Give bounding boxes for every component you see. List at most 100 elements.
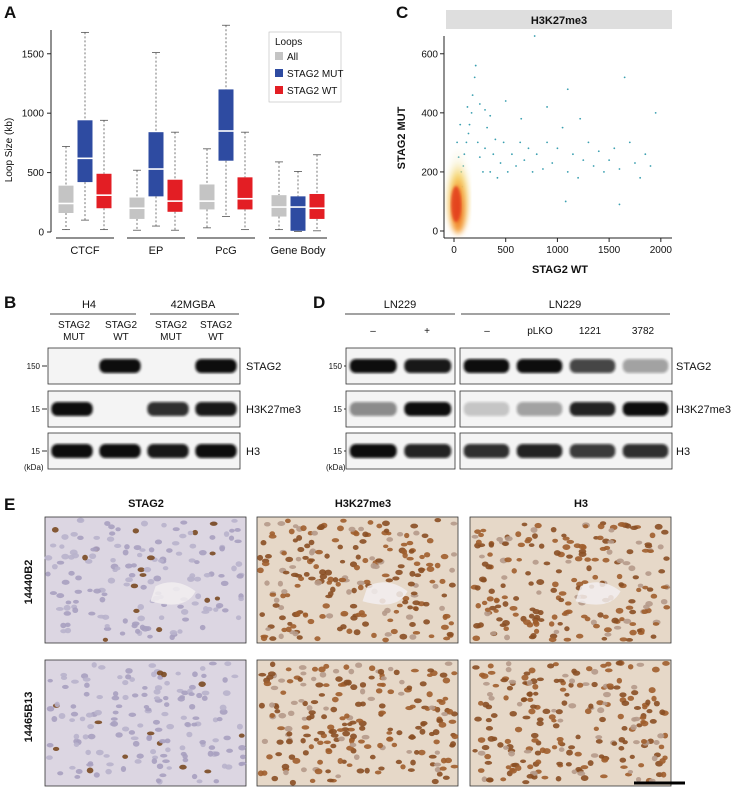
ihc-nucleus: [195, 593, 202, 600]
ihc-nucleus: [481, 600, 488, 606]
ihc-nucleus: [162, 566, 169, 571]
ihc-nucleus: [536, 720, 544, 727]
ihc-nucleus: [47, 678, 53, 683]
ihc-nucleus: [363, 744, 372, 749]
ihc-nucleus: [154, 539, 163, 545]
scatter-point: [511, 153, 513, 156]
ihc-nucleus: [628, 565, 636, 572]
ihc-nucleus: [533, 628, 540, 634]
ihc-nucleus: [259, 612, 265, 618]
scatter-point: [579, 117, 582, 120]
ihc-nucleus: [101, 592, 108, 597]
ihc-nucleus: [46, 705, 55, 712]
ihc-nucleus: [515, 531, 522, 538]
ihc-nucleus: [353, 564, 360, 571]
ihc-nucleus: [356, 768, 365, 774]
panel-b: B H4 42MGBA STAG2 MUT STAG2 WT STAG2 MUT…: [4, 293, 301, 472]
ihc-nucleus: [474, 529, 482, 534]
ihc-nucleus: [571, 668, 577, 674]
ihc-nucleus: [203, 606, 209, 612]
legend-swatch-stag2-mut: [275, 69, 283, 77]
box: [77, 120, 93, 183]
ihc-nucleus: [387, 666, 394, 672]
panel-b-lane-labels: STAG2 MUT STAG2 WT STAG2 MUT STAG2 WT: [58, 320, 232, 343]
ihc-nucleus: [426, 673, 433, 678]
ihc-nucleus: [659, 758, 666, 764]
ihc-nucleus: [301, 716, 308, 721]
ihc-nucleus: [231, 674, 239, 679]
ihc-nucleus: [322, 683, 330, 688]
ihc-nucleus: [177, 696, 185, 702]
ihc-nucleus: [322, 603, 330, 609]
ihc-nucleus: [415, 725, 422, 730]
ihc-nucleus: [402, 599, 409, 605]
ihc-nucleus: [527, 764, 534, 770]
ihc-nucleus: [552, 662, 559, 667]
ihc-nucleus: [530, 732, 539, 739]
ihc-nucleus: [51, 563, 58, 570]
ihc-nucleus: [496, 617, 503, 622]
ihc-nucleus: [314, 636, 321, 642]
ihc-nucleus: [296, 635, 303, 640]
ihc-nucleus: [95, 749, 104, 756]
ihc-nucleus: [335, 676, 343, 682]
ihc-nucleus: [214, 596, 221, 601]
lane-label: WT: [113, 332, 129, 343]
ihc-nucleus: [85, 749, 92, 756]
ihc-nucleus: [536, 677, 544, 682]
ihc-nucleus: [431, 778, 439, 785]
ihc-nucleus: [493, 608, 499, 613]
scatter-point: [466, 106, 469, 108]
ihc-nucleus: [378, 703, 386, 709]
ihc-nucleus: [94, 720, 103, 725]
ihc-nucleus: [85, 712, 93, 718]
marker-label: 150: [27, 362, 41, 371]
ihc-nucleus: [390, 628, 398, 635]
blot-band: [147, 444, 189, 458]
ihc-nucleus: [112, 710, 119, 715]
ihc-nucleus: [530, 527, 538, 533]
ihc-nucleus: [106, 536, 115, 542]
ihc-nucleus: [265, 627, 271, 631]
ihc-nucleus: [75, 769, 83, 774]
ihc-nucleus: [182, 617, 190, 622]
blot-band: [516, 359, 563, 373]
ihc-nucleus: [478, 554, 485, 559]
ihc-column-stag2: STAG2: [128, 498, 164, 510]
ihc-nucleus: [129, 677, 135, 682]
ihc-nucleus: [340, 610, 349, 617]
ihc-nucleus: [517, 542, 525, 548]
ihc-nucleus: [387, 547, 393, 552]
ihc-nucleus: [663, 605, 671, 610]
ihc-nucleus: [235, 561, 243, 567]
ihc-nucleus: [65, 600, 72, 605]
ihc-nucleus: [442, 775, 450, 780]
ihc-nucleus: [383, 544, 389, 549]
ihc-nucleus: [562, 544, 571, 550]
ihc-nucleus: [189, 543, 197, 549]
scatter-point: [489, 171, 492, 173]
ihc-nucleus: [264, 554, 272, 559]
ihc-nucleus: [327, 591, 334, 597]
blot-band: [516, 402, 563, 416]
ihc-nucleus: [569, 678, 576, 684]
ihc-nucleus: [636, 723, 643, 728]
ihc-nucleus: [156, 627, 163, 633]
ihc-nucleus: [591, 681, 598, 688]
ihc-nucleus: [192, 671, 198, 678]
ihc-nucleus: [336, 626, 343, 632]
ihc-nucleus: [414, 573, 422, 578]
ihc-nucleus: [619, 637, 628, 642]
ihc-nucleus: [158, 558, 165, 563]
ihc-nucleus: [587, 760, 594, 766]
blot-row-label: H3K27me3: [246, 404, 301, 416]
ihc-nucleus: [238, 597, 244, 602]
ihc-nucleus: [344, 713, 350, 719]
ihc-nucleus: [303, 571, 310, 577]
ihc-nucleus: [660, 599, 668, 605]
ihc-nucleus: [425, 562, 434, 567]
scatter-point: [484, 147, 486, 150]
ihc-nucleus: [484, 607, 491, 612]
ihc-nucleus: [616, 558, 624, 564]
ihc-nucleus: [658, 569, 666, 574]
